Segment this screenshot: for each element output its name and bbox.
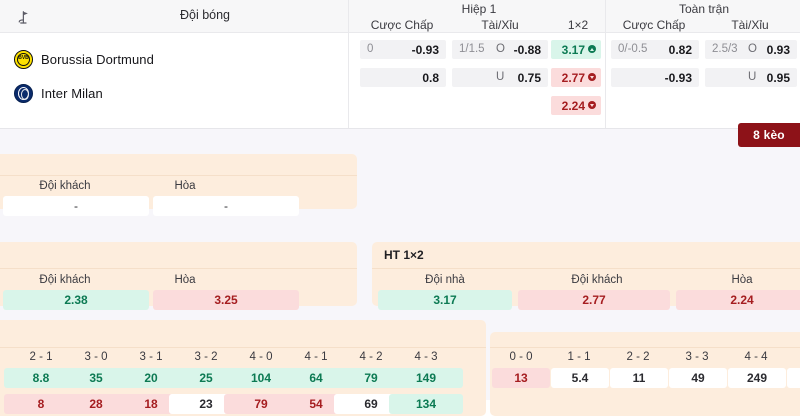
column-header-away: Đội khách bbox=[39, 180, 91, 192]
group-header-full-time: Toàn trận bbox=[678, 2, 730, 16]
score-odds-cell[interactable] bbox=[787, 368, 800, 388]
keo-count-label: 8 kèo bbox=[753, 128, 785, 142]
score-label: 3 - 1 bbox=[139, 351, 163, 363]
odds-value-away[interactable]: 2.38 bbox=[3, 290, 149, 310]
inter-milan-logo bbox=[14, 84, 33, 103]
odds-cell-ft-handicap-home[interactable]: 0/-0.5 0.82 bbox=[611, 40, 699, 59]
score-label: 3 - 2 bbox=[194, 351, 218, 363]
panel-correct-score: trận 2 - 1 3 - 0 3 - 1 3 - 2 4 - 0 4 - 1… bbox=[0, 320, 486, 416]
keo-count-badge[interactable]: 8 kèo bbox=[738, 123, 800, 147]
odds-value-draw[interactable]: 3.25 bbox=[153, 290, 299, 310]
odds-cell-ht-total-over[interactable]: 1/1.5 O -0.88 bbox=[452, 40, 548, 59]
match-table-header bbox=[0, 0, 800, 33]
divider-team-odds bbox=[348, 0, 349, 128]
odds-value: 0.95 bbox=[766, 71, 790, 85]
arrow-down-icon bbox=[588, 73, 596, 81]
team-column-header: Đội bóng bbox=[179, 8, 231, 22]
score-odds-cell[interactable]: 11 bbox=[610, 368, 668, 388]
team-name: Borussia Dortmund bbox=[41, 52, 154, 67]
score-label: 0 - 0 bbox=[509, 351, 533, 363]
odds-cell-ht-handicap-away[interactable]: 0.8 bbox=[360, 68, 446, 87]
score-label: 2 - 2 bbox=[626, 351, 650, 363]
odds-value-draw[interactable]: 2.24 bbox=[676, 290, 800, 310]
panel-ft-1x2: Đội khách Hòa 2.38 3.25 bbox=[0, 242, 357, 310]
column-header-draw: Hòa bbox=[731, 274, 753, 286]
pin-flag-icon[interactable] bbox=[14, 8, 32, 26]
subheader-ht-handicap: Cược Chấp bbox=[370, 18, 434, 32]
total-line: 2.5/3 bbox=[712, 43, 738, 55]
score-label: 4 - 2 bbox=[359, 351, 383, 363]
score-odds-cell[interactable]: 13 bbox=[492, 368, 550, 388]
score-odds-cell[interactable]: 134 bbox=[389, 394, 463, 414]
score-odds-cell[interactable]: 5.4 bbox=[551, 368, 609, 388]
over-marker: O bbox=[748, 43, 757, 55]
score-value-draw[interactable]: - bbox=[153, 196, 299, 216]
team-row[interactable]: Borussia Dortmund bbox=[14, 50, 154, 69]
score-label: 3 - 3 bbox=[685, 351, 709, 363]
borussia-dortmund-logo bbox=[14, 50, 33, 69]
odds-cell-ht-total-under[interactable]: U 0.75 bbox=[452, 68, 548, 87]
score-label: 4 - 3 bbox=[414, 351, 438, 363]
column-header-home: Đội nhà bbox=[425, 274, 465, 286]
arrow-up-icon bbox=[588, 45, 596, 53]
column-header-draw: Hòa bbox=[174, 274, 196, 286]
handicap-line: 0/-0.5 bbox=[618, 43, 648, 55]
panel-ht-1x2: HT 1×2 Đội nhà Đội khách Hòa 3.17 2.77 2… bbox=[372, 242, 800, 310]
odds-cell-ht-handicap-home[interactable]: 0 -0.93 bbox=[360, 40, 446, 59]
odds-value: -0.93 bbox=[411, 43, 439, 57]
over-marker: O bbox=[496, 43, 505, 55]
score-odds-cell[interactable]: 149 bbox=[389, 368, 463, 388]
column-header-draw: Hòa bbox=[174, 180, 196, 192]
odds-value: 0.8 bbox=[422, 71, 439, 85]
score-label: 2 - 1 bbox=[29, 351, 53, 363]
odds-value: 2.77 bbox=[561, 71, 585, 85]
column-header-away: Đội khách bbox=[39, 274, 91, 286]
column-header-away: Đội khách bbox=[571, 274, 623, 286]
odds-value: 3.17 bbox=[561, 43, 585, 57]
panel-draw-score: 0 - 0 1 - 1 2 - 2 3 - 3 4 - 4 13 5.4 11 … bbox=[490, 332, 800, 416]
score-label: 1 - 1 bbox=[567, 351, 591, 363]
odds-value-away[interactable]: 2.77 bbox=[518, 290, 670, 310]
group-header-first-half: Hiệp 1 bbox=[461, 2, 497, 16]
match-table-bottom-divider bbox=[0, 128, 800, 129]
odds-cell-ft-total-under[interactable]: U 0.95 bbox=[705, 68, 797, 87]
subheader-ht-total: Tài/Xỉu bbox=[481, 18, 519, 32]
score-label: 4 - 0 bbox=[249, 351, 273, 363]
under-marker: U bbox=[496, 71, 505, 83]
handicap-line: 0 bbox=[367, 43, 374, 55]
score-label: 4 - 4 bbox=[744, 351, 768, 363]
subheader-ft-handicap: Cược Chấp bbox=[622, 18, 686, 32]
divider-half-full bbox=[605, 0, 606, 128]
panel-score-market: Đội khách Hòa - - bbox=[0, 154, 357, 216]
odds-cell-ht-1x2-home[interactable]: 3.17 bbox=[551, 40, 601, 59]
panel-title: HT 1×2 bbox=[384, 248, 424, 262]
odds-cell-ft-handicap-away[interactable]: -0.93 bbox=[611, 68, 699, 87]
team-row[interactable]: Inter Milan bbox=[14, 84, 103, 103]
odds-value: -0.88 bbox=[513, 43, 541, 57]
odds-value: 0.82 bbox=[668, 43, 692, 57]
subheader-ft-total: Tài/Xỉu bbox=[731, 18, 769, 32]
odds-cell-ft-total-over[interactable]: 2.5/3 O 0.93 bbox=[705, 40, 797, 59]
under-marker: U bbox=[748, 71, 757, 83]
score-label: 4 - 1 bbox=[304, 351, 328, 363]
odds-value: 0.75 bbox=[517, 71, 541, 85]
score-odds-cell[interactable]: 49 bbox=[669, 368, 727, 388]
odds-value: 2.24 bbox=[561, 99, 585, 113]
odds-value-home[interactable]: 3.17 bbox=[378, 290, 512, 310]
arrow-down-icon bbox=[588, 101, 596, 109]
score-odds-cell[interactable]: 249 bbox=[728, 368, 786, 388]
odds-cell-ht-1x2-draw[interactable]: 2.24 bbox=[551, 96, 601, 115]
score-value-away[interactable]: - bbox=[3, 196, 149, 216]
match-odds-table: Đội bóng Hiệp 1 Toàn trận Cược Chấp Tài/… bbox=[0, 0, 800, 129]
header-divider bbox=[0, 32, 800, 33]
odds-value: -0.93 bbox=[664, 71, 692, 85]
total-line: 1/1.5 bbox=[459, 43, 485, 55]
odds-cell-ht-1x2-away[interactable]: 2.77 bbox=[551, 68, 601, 87]
score-label: 3 - 0 bbox=[84, 351, 108, 363]
team-name: Inter Milan bbox=[41, 86, 103, 101]
odds-value: 0.93 bbox=[766, 43, 790, 57]
subheader-ht-1x2: 1×2 bbox=[567, 18, 589, 32]
